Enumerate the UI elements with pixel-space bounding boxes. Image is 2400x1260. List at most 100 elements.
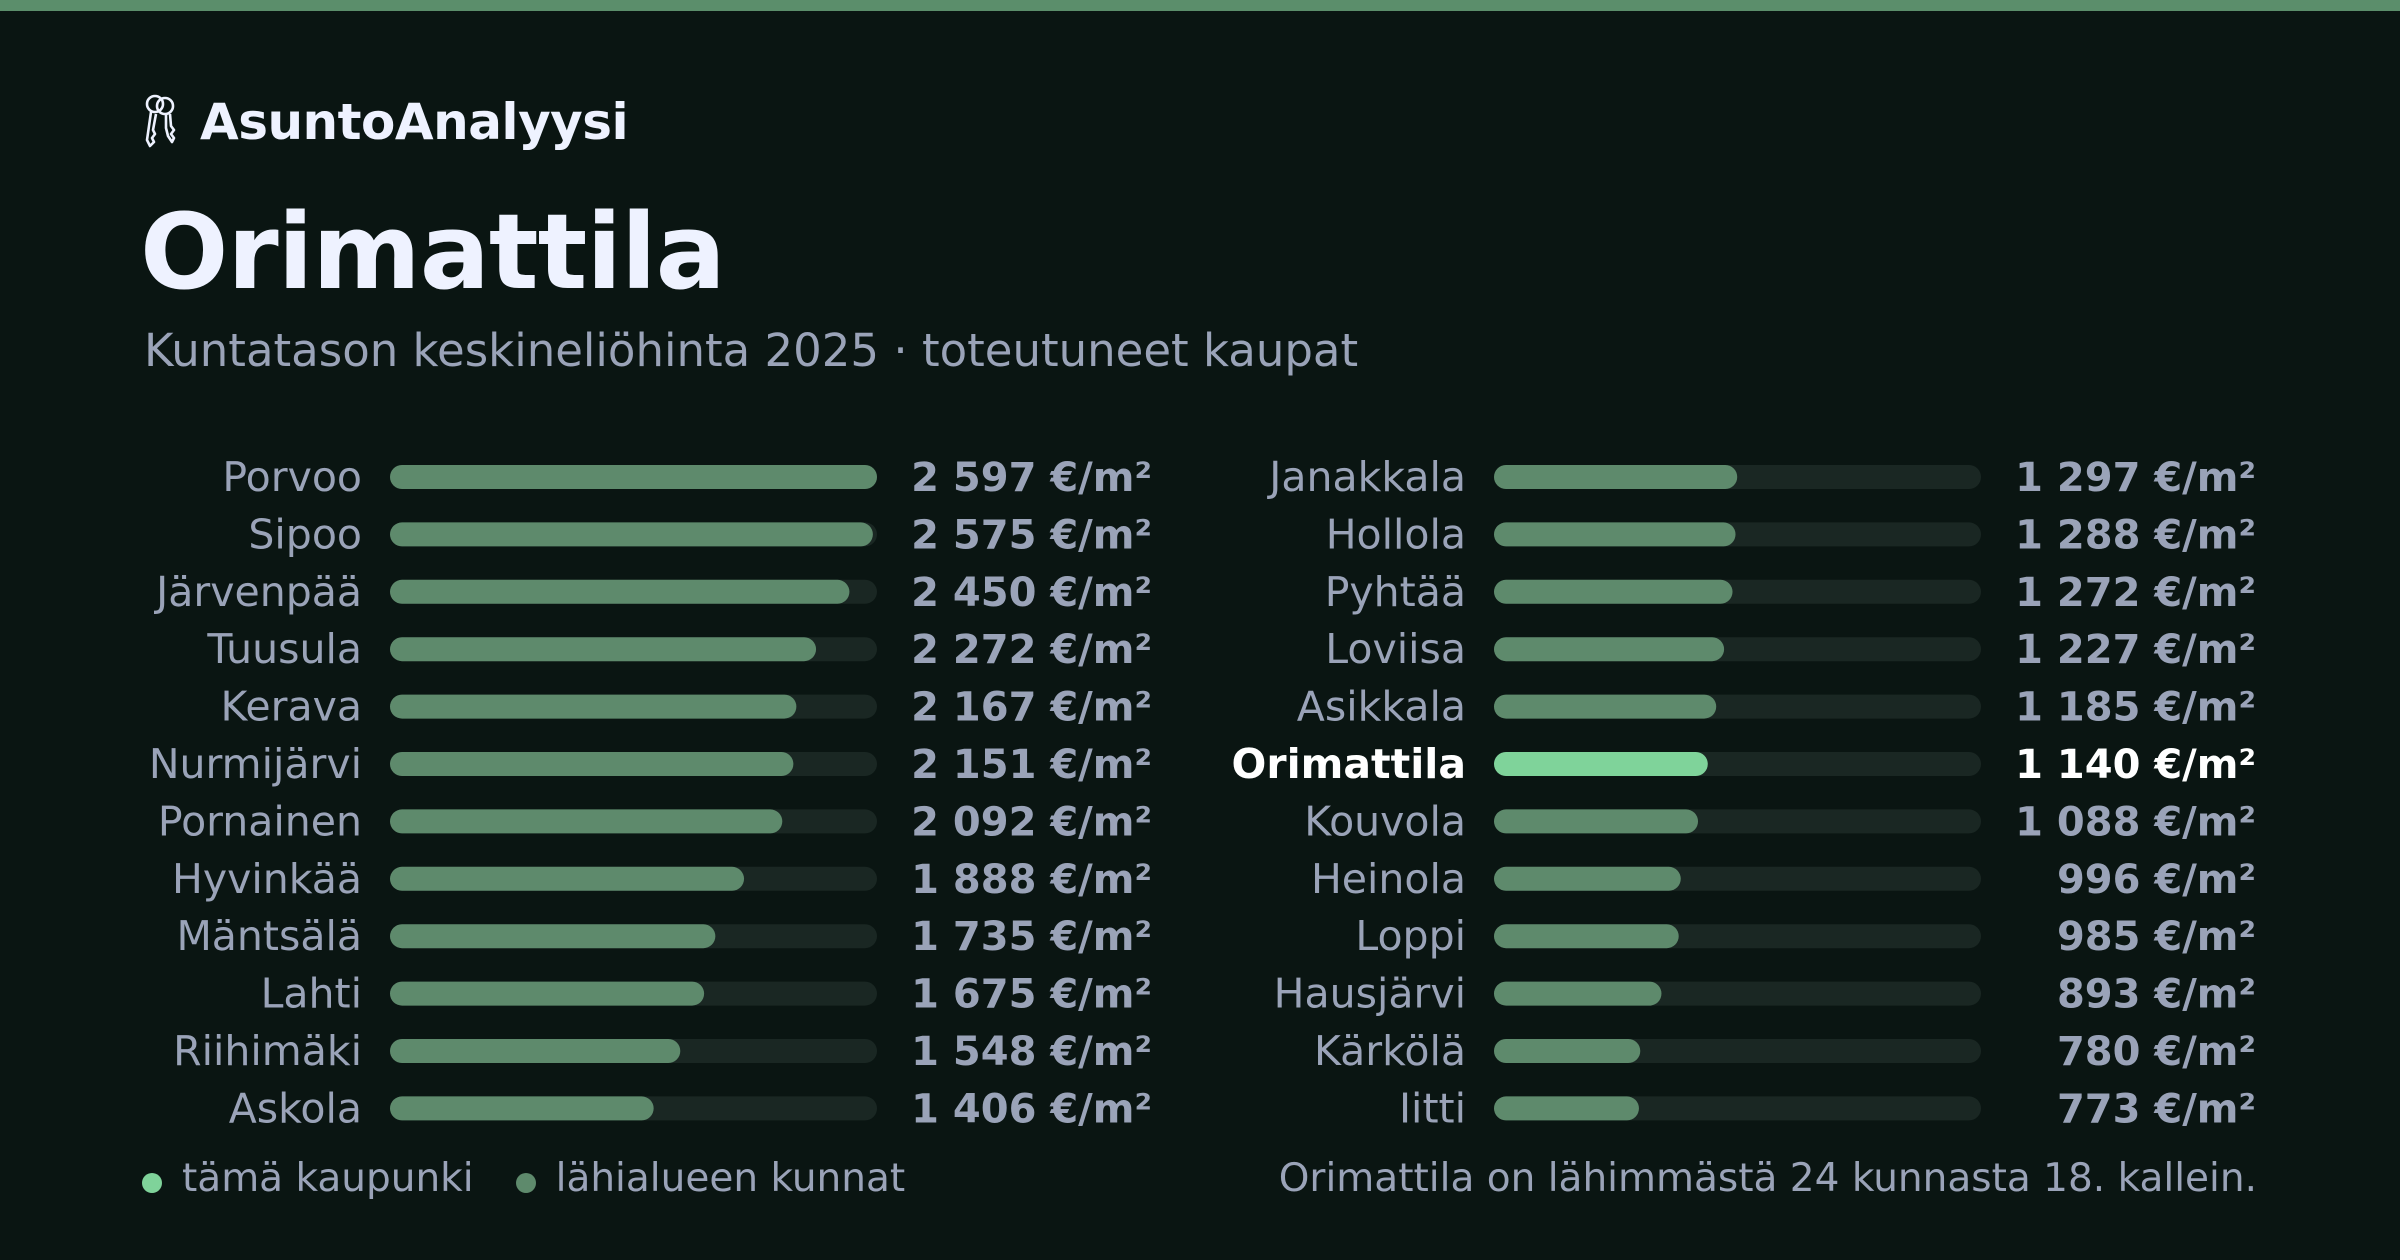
bar-highlight [1494, 752, 1708, 776]
bar [390, 637, 817, 662]
category-label: Sipoo [248, 510, 362, 558]
category-label: Orimattila [1232, 740, 1467, 788]
legend-label-nearby: lähialueen kunnat [555, 1156, 906, 1201]
bar-row-sipoo: Sipoo 2 575 €/m² [248, 510, 1152, 558]
bar [390, 522, 873, 547]
bar-row-loviisa: Loviisa 1 227 €/m² [1325, 625, 2256, 673]
category-label: Riihimäki [173, 1027, 362, 1075]
bar-row-nurmijarvi: Nurmijärvi 2 151 €/m² [149, 740, 1152, 788]
value-label: 985 €/m² [2057, 914, 2256, 960]
bar-row-kerava: Kerava 2 167 €/m² [221, 683, 1152, 731]
value-label: 2 575 €/m² [911, 512, 1152, 558]
value-label: 2 151 €/m² [911, 742, 1152, 788]
bar [390, 1039, 681, 1063]
category-label: Pornainen [158, 797, 362, 845]
bar [1494, 981, 1662, 1006]
footnote: Orimattila on lähimmästä 24 kunnasta 18.… [1278, 1156, 2257, 1201]
category-label: Iitti [1399, 1084, 1466, 1132]
bar-row-porvoo: Porvoo 2 597 €/m² [222, 453, 1152, 501]
value-label: 1 406 €/m² [911, 1086, 1152, 1132]
bar-row-askola: Askola 1 406 €/m² [229, 1084, 1152, 1132]
bar-row-pyhtaa: Pyhtää 1 272 €/m² [1325, 568, 2256, 616]
category-label: Järvenpää [153, 568, 362, 616]
bar-row-iitti: Iitti 773 €/m² [1399, 1084, 2256, 1132]
category-label: Hollola [1326, 510, 1466, 558]
bar-row-pornainen: Pornainen 2 092 €/m² [158, 797, 1152, 845]
bar-row-mantsala: Mäntsälä 1 735 €/m² [176, 912, 1152, 960]
value-label: 1 288 €/m² [2015, 512, 2256, 558]
bar [390, 694, 797, 719]
bar-row-lahti: Lahti 1 675 €/m² [261, 970, 1152, 1018]
category-label: Hausjärvi [1274, 970, 1466, 1018]
keys-icon [145, 94, 176, 148]
legend-dot-highlight [142, 1172, 162, 1193]
brand-name: AsuntoAnalyysi [200, 93, 629, 151]
bar [1494, 1096, 1639, 1121]
category-label: Asikkala [1297, 683, 1466, 731]
bar-row-janakkala: Janakkala 1 297 €/m² [1266, 453, 2256, 501]
value-label: 2 597 €/m² [911, 455, 1152, 501]
value-label: 996 €/m² [2057, 857, 2256, 903]
value-label: 2 272 €/m² [911, 627, 1152, 673]
bar [390, 465, 877, 489]
value-label: 1 735 €/m² [911, 914, 1152, 960]
bar [390, 579, 850, 604]
bar [390, 981, 705, 1006]
value-label: 1 675 €/m² [911, 972, 1152, 1018]
value-label: 1 140 €/m² [2015, 742, 2256, 788]
bar [1494, 866, 1681, 891]
bar-row-jarvenpaa: Järvenpää 2 450 €/m² [153, 568, 1152, 616]
legend-label-this-city: tämä kaupunki [182, 1156, 474, 1201]
bar [1494, 809, 1699, 834]
bar-row-loppi: Loppi 985 €/m² [1355, 912, 2256, 960]
page-subtitle: Kuntatason keskineliöhinta 2025 · toteut… [144, 324, 1359, 377]
category-label: Heinola [1311, 855, 1466, 903]
category-label: Pyhtää [1325, 568, 1466, 616]
bar-row-asikkala: Asikkala 1 185 €/m² [1297, 683, 2256, 731]
category-label: Hyvinkää [172, 855, 362, 903]
category-label: Lahti [261, 970, 362, 1018]
bar [1494, 694, 1717, 719]
legend-item-nearby: lähialueen kunnat [515, 1156, 906, 1201]
bar-row-hyvinkaa: Hyvinkää 1 888 €/m² [172, 855, 1152, 903]
bar [1494, 637, 1725, 662]
category-label: Janakkala [1266, 453, 1466, 501]
bar-row-kouvola: Kouvola 1 088 €/m² [1304, 797, 2256, 845]
bar-row-hollola: Hollola 1 288 €/m² [1326, 510, 2256, 558]
bar [390, 1096, 654, 1121]
category-label: Loviisa [1325, 625, 1466, 673]
legend-dot-default [515, 1172, 536, 1193]
category-label: Kerava [221, 683, 362, 731]
bar [1494, 1039, 1641, 1063]
bar-row-tuusula: Tuusula 2 272 €/m² [206, 625, 1152, 673]
bar [1494, 924, 1679, 949]
category-label: Nurmijärvi [149, 740, 362, 788]
value-label: 893 €/m² [2057, 972, 2256, 1018]
category-label: Askola [229, 1084, 362, 1132]
category-label: Kouvola [1304, 797, 1466, 845]
value-label: 2 092 €/m² [911, 799, 1152, 845]
bar [390, 809, 783, 834]
bar [390, 752, 794, 776]
value-label: 1 297 €/m² [2015, 455, 2256, 501]
category-label: Porvoo [222, 453, 362, 501]
legend-item-this-city: tämä kaupunki [142, 1156, 474, 1201]
top-accent-bar [0, 0, 2400, 11]
bar-row-heinola: Heinola 996 €/m² [1311, 855, 2256, 903]
value-label: 1 227 €/m² [2015, 627, 2256, 673]
value-label: 2 167 €/m² [911, 685, 1152, 731]
category-label: Loppi [1355, 912, 1466, 960]
category-label: Kärkölä [1314, 1027, 1466, 1075]
legend: tämä kaupunki lähialueen kunnat [142, 1156, 947, 1201]
bar-row-riihimaki: Riihimäki 1 548 €/m² [173, 1027, 1152, 1075]
page-title: Orimattila [140, 191, 726, 313]
value-label: 1 088 €/m² [2015, 799, 2256, 845]
category-label: Mäntsälä [176, 912, 362, 960]
brand: AsuntoAnalyysi [142, 92, 629, 152]
bar [1494, 465, 1738, 489]
value-label: 773 €/m² [2057, 1086, 2256, 1132]
bar-row-orimattila: Orimattila 1 140 €/m² [1232, 740, 2257, 788]
value-label: 1 888 €/m² [911, 857, 1152, 903]
bar [390, 866, 745, 891]
value-label: 1 548 €/m² [911, 1029, 1152, 1075]
